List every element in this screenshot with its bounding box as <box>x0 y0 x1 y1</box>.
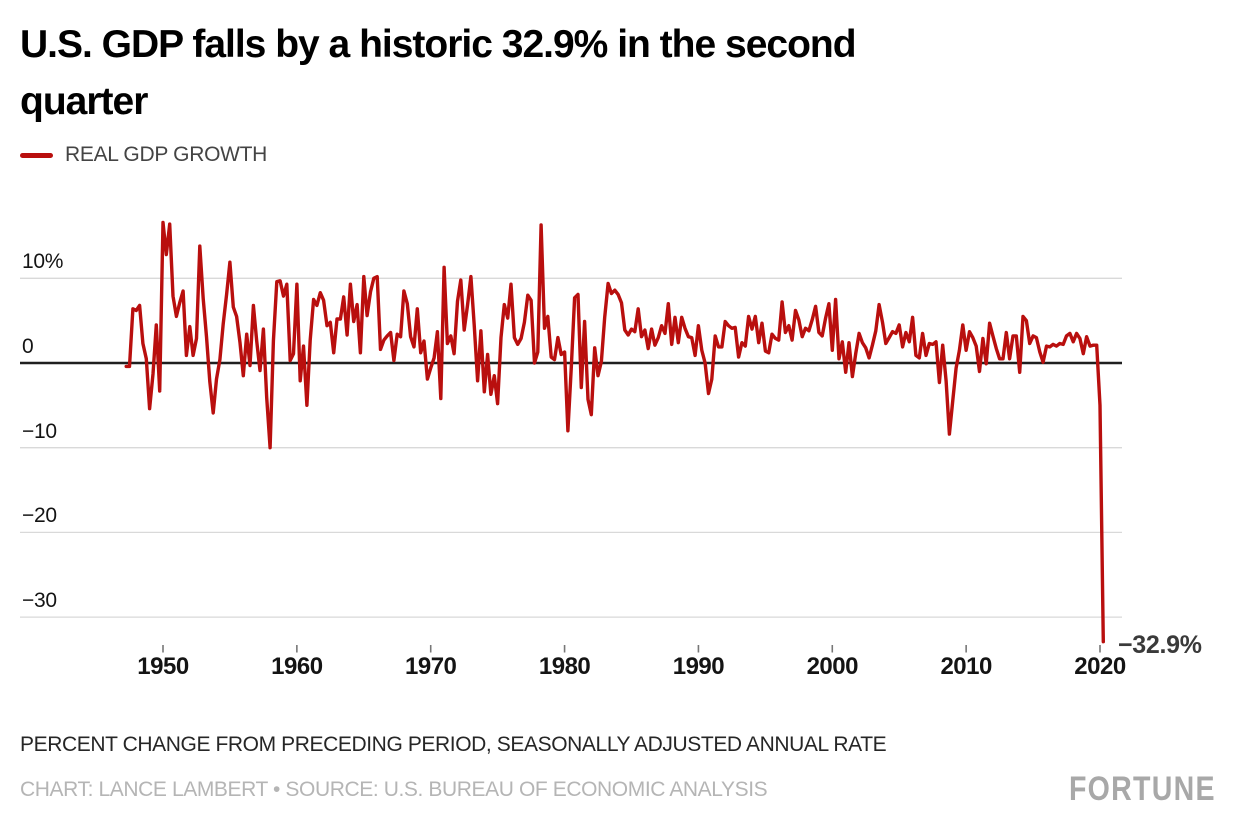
x-tick-label: 1980 <box>538 653 591 680</box>
legend: REAL GDP GROWTH <box>20 143 267 167</box>
credit-line: CHART: LANCE LAMBERT • SOURCE: U.S. BURE… <box>20 778 768 801</box>
x-tick-label: 1950 <box>137 653 189 680</box>
y-tick-label: −20 <box>22 504 57 528</box>
legend-line-swatch <box>20 152 53 158</box>
y-tick-label: −10 <box>22 419 57 443</box>
gdp-line-chart: 10% 0 −10 −20 −30 1950 1960 1970 1980 1990 2000 20… <box>0 195 1240 695</box>
fortune-logo: FORTUNE <box>1069 770 1216 808</box>
gdp-growth-line <box>124 220 1105 644</box>
y-tick-label: 0 <box>22 335 34 358</box>
axis-note: PERCENT CHANGE FROM PRECEDING PERIOD, SE… <box>20 733 887 756</box>
x-tick-label: 1990 <box>672 653 725 680</box>
x-tick-label: 2020 <box>1074 653 1126 680</box>
x-tick-label: 2010 <box>940 653 992 680</box>
legend-label: REAL GDP GROWTH <box>65 143 268 166</box>
y-tick-label: −30 <box>22 589 57 613</box>
x-tick-label: 1970 <box>405 653 457 680</box>
chart-canvas <box>20 220 1122 653</box>
y-tick-label: 10% <box>22 250 64 274</box>
x-tick-label: 2000 <box>806 653 859 680</box>
x-tick-label: 1960 <box>271 653 323 680</box>
page-title: U.S. GDP falls by a historic 32.9% in th… <box>20 16 1080 130</box>
value-annotation: −32.9% <box>1118 631 1202 659</box>
page-title-line-2: quarter <box>20 80 148 123</box>
page-title-line-1: U.S. GDP falls by a historic 32.9% in th… <box>20 23 857 66</box>
